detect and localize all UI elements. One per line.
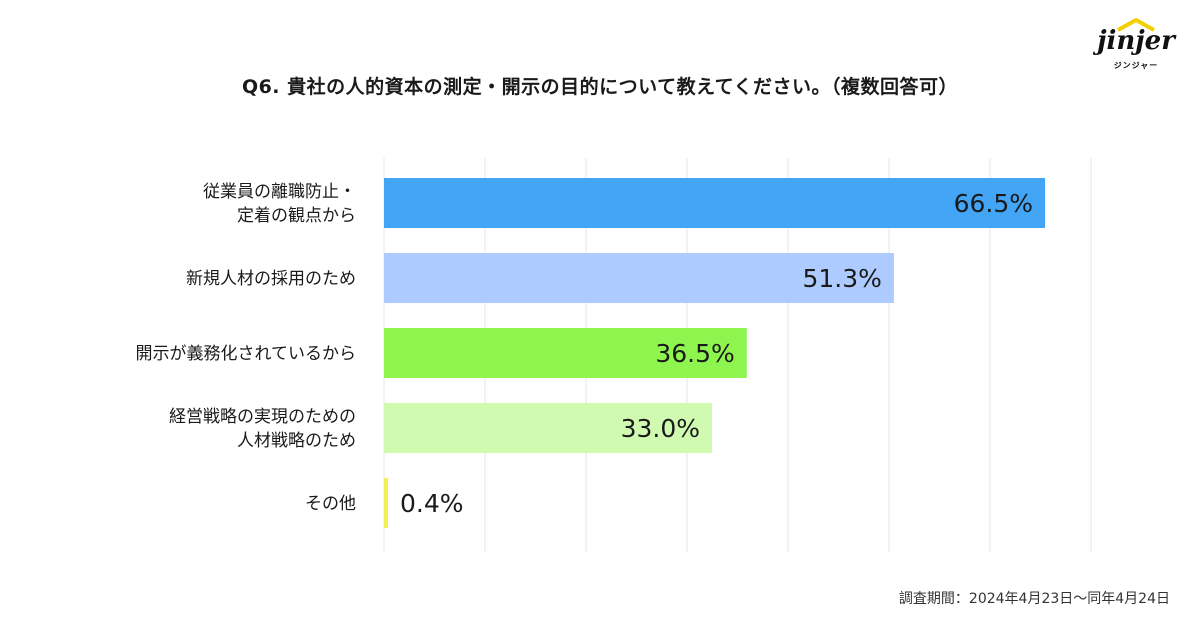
bar — [384, 478, 388, 528]
category-label: 新規人材の採用のため — [186, 269, 356, 289]
jinjer-logo: jinjer ジンジャー — [1086, 18, 1186, 74]
bar — [384, 253, 894, 303]
bar — [384, 403, 713, 453]
category-label: 経営戦略の実現のための — [169, 407, 356, 427]
bars — [384, 178, 1045, 528]
survey-period: 調査期間：2024年4月23日〜同年4月24日 — [898, 591, 1170, 607]
value-label: 0.4% — [400, 489, 464, 518]
category-label: その他 — [305, 494, 356, 514]
value-label: 36.5% — [655, 339, 734, 368]
value-label: 51.3% — [802, 264, 881, 293]
chart-title: Q6. 貴社の人的資本の測定・開示の目的について教えてください。（複数回答可） — [241, 76, 959, 98]
bar — [384, 178, 1045, 228]
bar — [384, 328, 747, 378]
logo-subtext: ジンジャー — [1113, 61, 1159, 70]
category-label: 従業員の離職防止・ — [203, 182, 356, 202]
category-labels: 従業員の離職防止・定着の観点から新規人材の採用のため開示が義務化されているから経… — [136, 182, 357, 514]
logo-text: jinjer — [1097, 26, 1175, 56]
category-label: 開示が義務化されているから — [136, 344, 357, 364]
value-label: 33.0% — [621, 414, 700, 443]
roof-icon — [1117, 18, 1155, 32]
value-labels: 66.5% 51.3% 36.5% 33.0% 0.4% — [400, 189, 1033, 518]
category-label: 人材戦略のため — [237, 431, 356, 451]
value-label: 66.5% — [954, 189, 1033, 218]
category-label: 定着の観点から — [237, 206, 356, 226]
